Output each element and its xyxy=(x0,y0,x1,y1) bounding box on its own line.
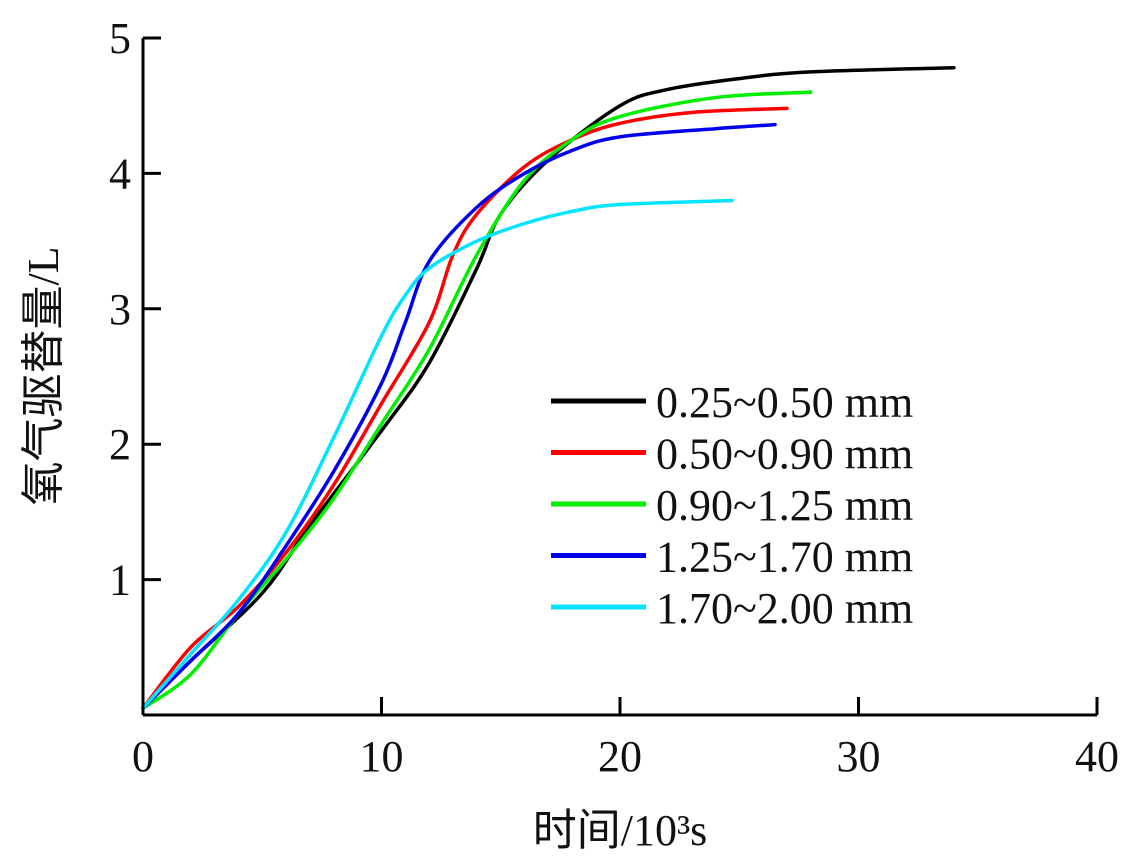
y-tick-label: 5 xyxy=(109,14,131,63)
legend-label: 0.25~0.50 mm xyxy=(656,378,913,427)
legend: 0.25~0.50 mm0.50~0.90 mm0.90~1.25 mm1.25… xyxy=(551,378,913,633)
y-tick-label: 4 xyxy=(109,149,131,198)
y-axis-label: 氧气驱替量/L xyxy=(19,246,68,505)
series-line-4 xyxy=(141,122,777,710)
series-layer xyxy=(141,66,956,710)
legend-label: 0.50~0.90 mm xyxy=(656,430,913,479)
legend-item: 1.25~1.70 mm xyxy=(551,533,913,582)
series-line-5 xyxy=(141,198,734,710)
legend-item: 0.90~1.25 mm xyxy=(551,481,913,530)
legend-item: 0.50~0.90 mm xyxy=(551,430,913,479)
x-tick-label: 0 xyxy=(132,732,154,781)
legend-label: 1.25~1.70 mm xyxy=(656,533,913,582)
y-tick-label: 2 xyxy=(109,420,131,469)
x-tick-label: 40 xyxy=(1075,732,1119,781)
legend-item: 0.25~0.50 mm xyxy=(551,378,913,427)
legend-item: 1.70~2.00 mm xyxy=(551,584,913,633)
legend-label: 0.90~1.25 mm xyxy=(656,481,913,530)
x-tick-label: 30 xyxy=(837,732,881,781)
series-line-2 xyxy=(141,106,789,710)
x-axis-label: 时间/10³s xyxy=(533,806,708,855)
y-tick-label: 1 xyxy=(109,556,131,605)
y-tick-label: 3 xyxy=(109,285,131,334)
x-tick-label: 20 xyxy=(598,732,642,781)
x-tick-label: 10 xyxy=(360,732,404,781)
ticks: 0 10 20 30 40 1 2 3 4 5 xyxy=(109,14,1119,781)
series-line-1 xyxy=(141,66,956,710)
axes xyxy=(141,38,1097,717)
legend-label: 1.70~2.00 mm xyxy=(656,584,913,633)
